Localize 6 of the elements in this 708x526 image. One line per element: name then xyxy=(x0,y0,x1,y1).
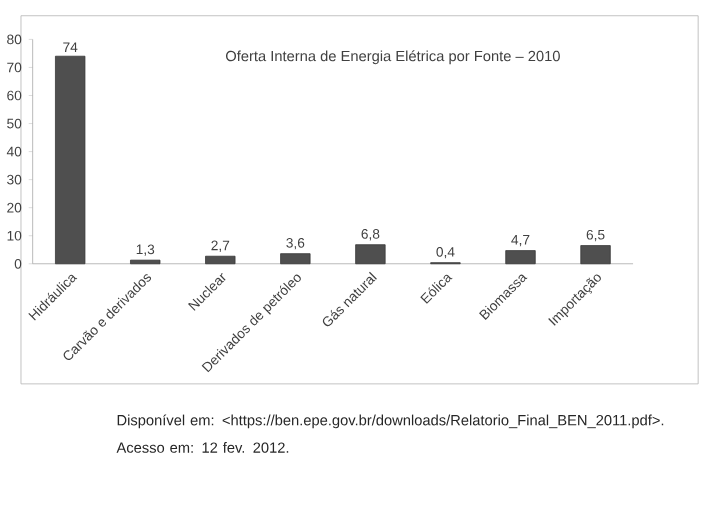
bar xyxy=(280,253,311,265)
bar xyxy=(205,256,236,265)
bar xyxy=(580,245,611,265)
bar xyxy=(505,250,536,265)
bar xyxy=(355,244,386,265)
bar xyxy=(55,56,86,265)
